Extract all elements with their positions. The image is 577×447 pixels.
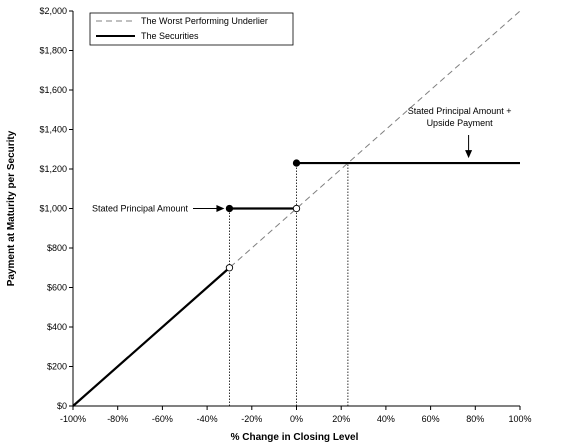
- x-tick-label: 100%: [508, 414, 531, 424]
- x-tick-label: 0%: [290, 414, 303, 424]
- legend-label-underlier: The Worst Performing Underlier: [141, 16, 268, 26]
- x-tick-label: -40%: [197, 414, 218, 424]
- x-axis-title: % Change in Closing Level: [231, 432, 359, 443]
- axes: $0 $200 $400 $600 $800 $1,000 $1,200 $1,400 $1,6…: [39, 6, 531, 424]
- x-tick-label: -80%: [107, 414, 128, 424]
- x-tick-label: -60%: [152, 414, 173, 424]
- y-tick-label: $1,600: [39, 85, 67, 95]
- y-tick-label: $1,200: [39, 164, 67, 174]
- legend: The Worst Performing Underlier The Securi…: [89, 12, 294, 46]
- annotation-arrow-head: [465, 150, 473, 159]
- annotation-upside-line: Upside Payment: [427, 118, 494, 128]
- x-tick-label: 40%: [377, 414, 395, 424]
- annotation-principal: Stated Principal Amount: [92, 204, 189, 214]
- x-tick-label: -100%: [60, 414, 86, 424]
- x-tick-label: 60%: [422, 414, 440, 424]
- y-tick-label: $1,000: [39, 204, 67, 214]
- y-tick-label: $400: [47, 322, 67, 332]
- reference-lines: [229, 163, 349, 406]
- securities-marker-filled: [225, 204, 234, 213]
- y-tick-label: $600: [47, 283, 67, 293]
- legend-box: [89, 12, 294, 46]
- y-axis-title: Payment at Maturity per Security: [6, 130, 17, 286]
- markers-layer: [225, 159, 301, 272]
- securities-marker-filled: [292, 159, 301, 167]
- annotation-arrow-head: [216, 205, 225, 212]
- x-tick-label: 80%: [466, 414, 484, 424]
- y-tick-label: $200: [47, 362, 67, 372]
- securities-segment: [72, 266, 231, 407]
- y-tick-label: $1,800: [39, 46, 67, 56]
- annotation-upside-line: Stated Principal Amount +: [408, 106, 512, 116]
- securities-marker-open: [225, 264, 234, 272]
- y-tick-label: $2,000: [39, 6, 67, 16]
- y-tick-label: $1,400: [39, 125, 67, 135]
- securities-marker-open: [292, 204, 301, 213]
- y-tick-label: $0: [57, 401, 67, 411]
- y-tick-label: $800: [47, 243, 67, 253]
- legend-label-securities: The Securities: [141, 31, 199, 41]
- x-tick-label: -20%: [241, 414, 262, 424]
- annotations-layer: Stated Principal Amount Stated Principal …: [92, 106, 512, 214]
- x-tick-label: 20%: [332, 414, 350, 424]
- series-layer: [72, 10, 521, 407]
